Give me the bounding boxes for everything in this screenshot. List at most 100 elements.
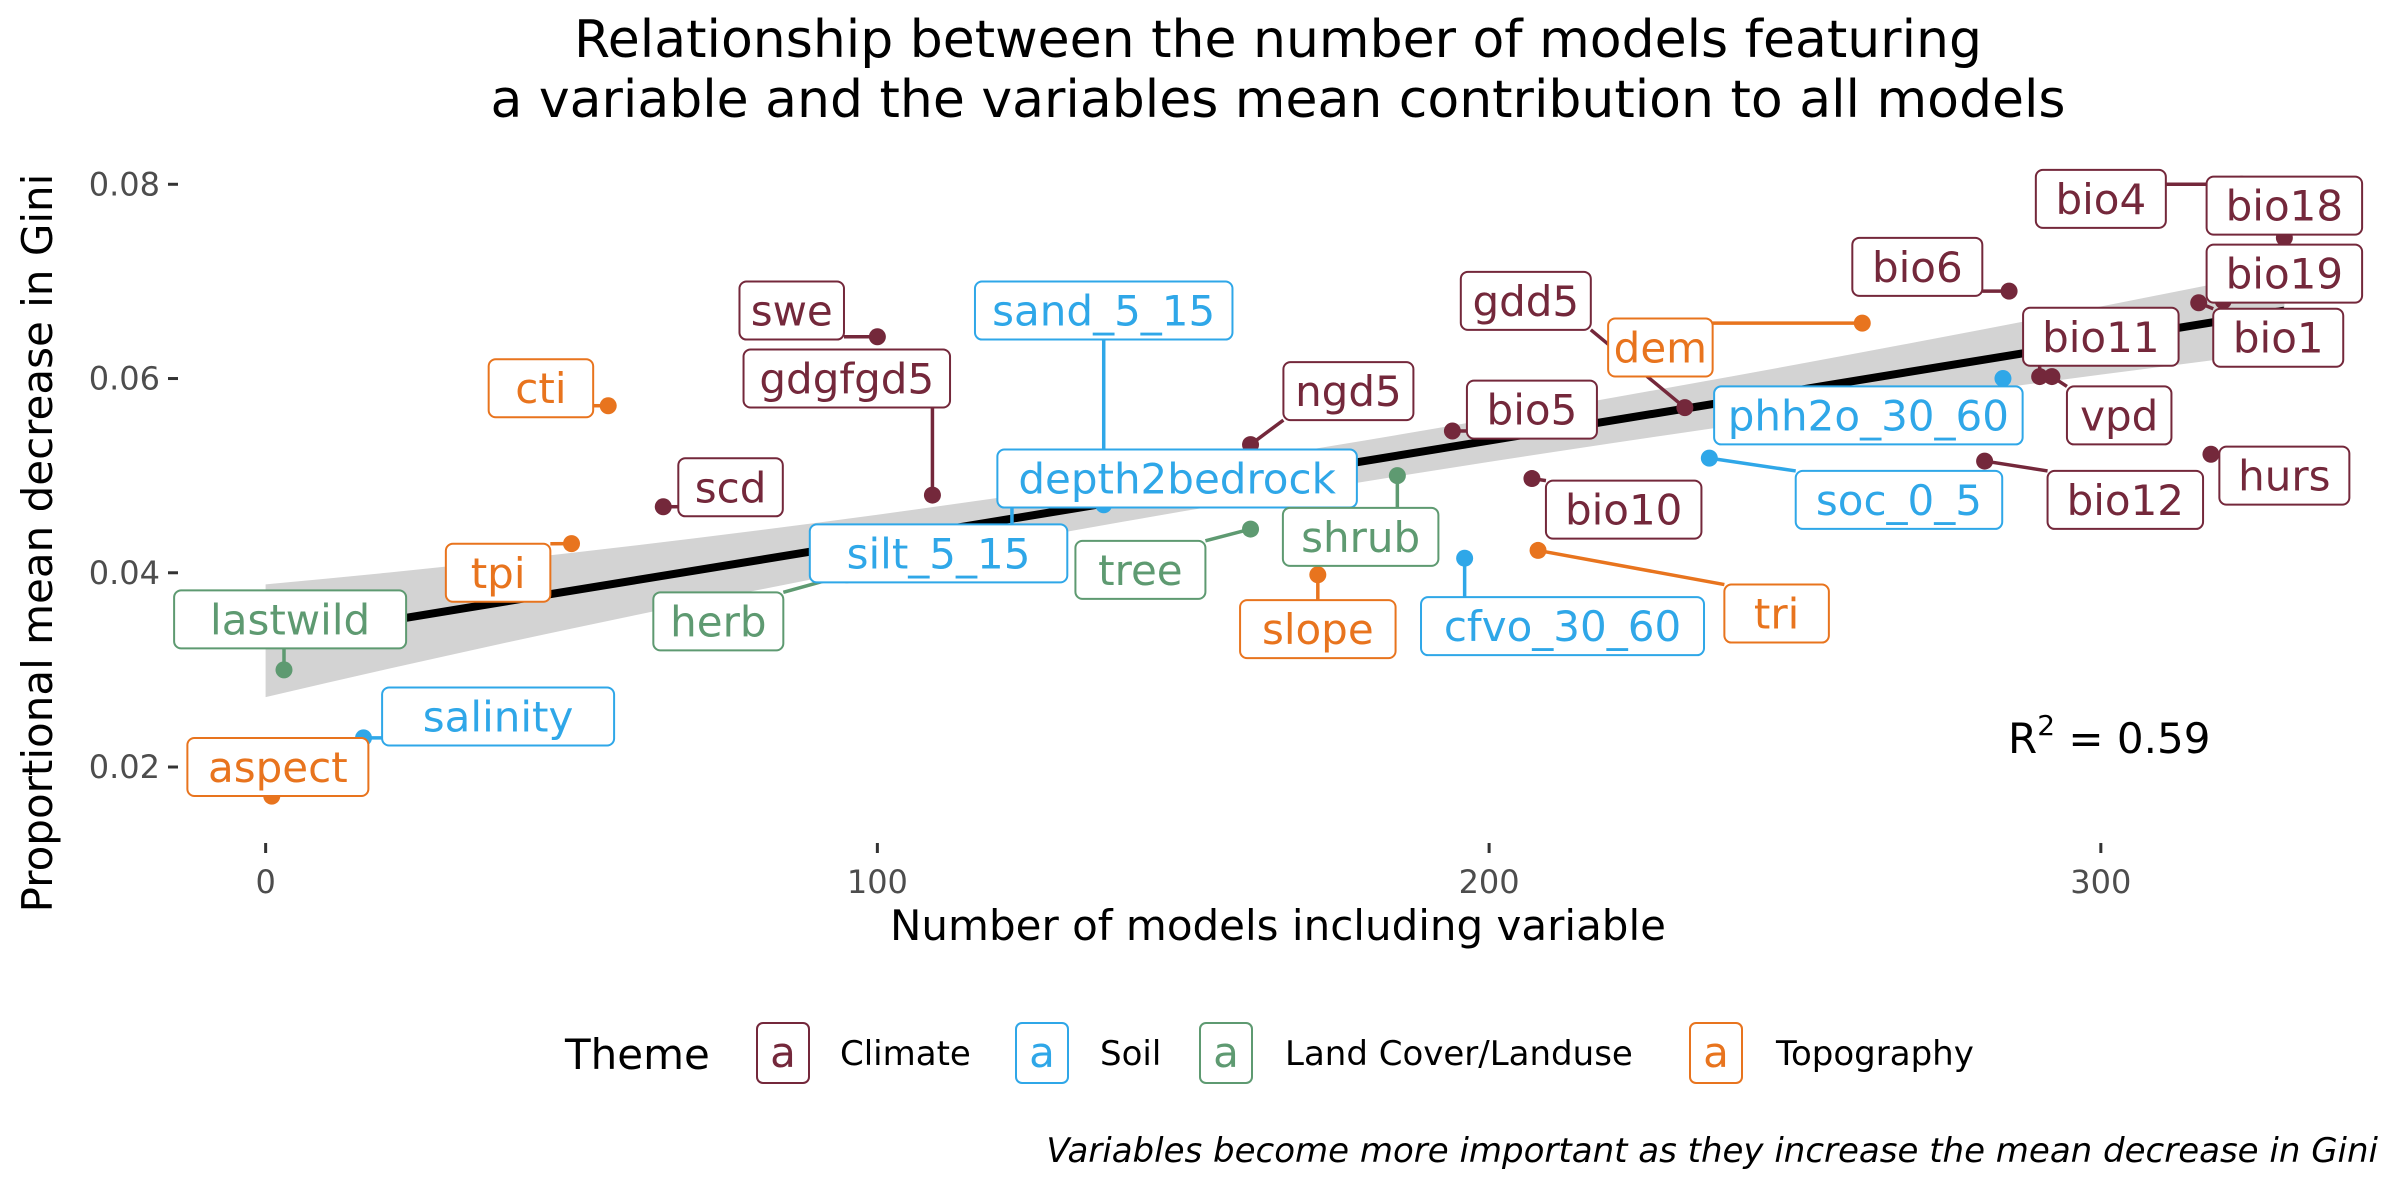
label-box — [1713, 385, 2024, 446]
label-box — [1074, 539, 1207, 600]
label-box — [1465, 379, 1598, 440]
label-tree: tree — [1074, 539, 1207, 600]
label-gdgfgd5: gdgfgd5 — [742, 348, 952, 409]
label-salinity: salinity — [381, 686, 616, 747]
label-swe: swe — [738, 280, 845, 341]
label-text: tpi — [471, 549, 526, 598]
label-tpi: tpi — [444, 542, 552, 603]
label-text: bio5 — [1487, 386, 1578, 435]
point-labels-layer: aspect salinity lastwild tpi scd cti swe gdgfgd… — [173, 168, 2364, 798]
label-text: tree — [1098, 546, 1183, 595]
label-box — [742, 348, 952, 409]
label-gdd5: gdd5 — [1459, 270, 1592, 331]
label-text: bio6 — [1872, 243, 1963, 292]
point-phh2o_30_60 — [1994, 370, 2012, 388]
label-box — [487, 358, 595, 419]
label-connector — [1984, 459, 2048, 473]
label-box — [1607, 317, 1714, 378]
label-box — [973, 280, 1234, 341]
label-text: sand_5_15 — [992, 287, 1215, 336]
label-bio10: bio10 — [1544, 479, 1703, 540]
label-slope: slope — [1239, 599, 1397, 660]
point-tpi — [563, 535, 581, 553]
point-vpd — [2043, 368, 2061, 386]
label-silt_5_15: silt_5_15 — [808, 523, 1069, 584]
label-text: herb — [670, 597, 766, 646]
label-text: bio10 — [1565, 486, 1682, 535]
label-box — [1459, 270, 1592, 331]
label-box — [173, 589, 408, 650]
legend-key — [1689, 1022, 1743, 1084]
label-text: hurs — [2238, 452, 2330, 501]
chart-title-line-2: a variable and the variables mean contri… — [490, 70, 2065, 130]
label-box — [444, 542, 552, 603]
label-cti: cti — [487, 358, 595, 419]
label-text: ngd5 — [1295, 367, 1402, 416]
x-tick-label: 100 — [847, 863, 908, 901]
legend-key-glyph: a — [1213, 1028, 1239, 1077]
chart-title-line-1: Relationship between the number of model… — [574, 10, 1982, 70]
point-gdd5 — [1676, 399, 1694, 417]
label-box — [381, 686, 616, 747]
label-bio1: bio1 — [2212, 307, 2345, 368]
label-text: gdd5 — [1472, 277, 1579, 326]
label-text: swe — [751, 287, 833, 336]
legend-item-climate: a Climate — [756, 1022, 971, 1084]
label-bio18: bio18 — [2205, 175, 2364, 236]
legend-key — [1015, 1022, 1069, 1084]
point-gdgfgd5 — [923, 486, 941, 504]
label-box — [1723, 583, 1830, 644]
label-box — [808, 523, 1069, 584]
label-text: cti — [515, 364, 566, 413]
x-tick-label: 200 — [1459, 863, 1520, 901]
legend-key-glyph: a — [1029, 1028, 1055, 1077]
label-text: phh2o_30_60 — [1728, 391, 2009, 440]
point-bio11 — [2031, 368, 2049, 386]
label-bio12: bio12 — [2046, 469, 2205, 530]
r2-base: R — [2008, 714, 2037, 763]
x-tick-label: 300 — [2070, 863, 2131, 901]
y-axis-title: Proportional mean decrease in Gini — [13, 174, 62, 913]
label-box — [1544, 479, 1703, 540]
label-text: bio19 — [2226, 250, 2343, 299]
point-bio6 — [2000, 282, 2018, 300]
label-box — [2022, 306, 2180, 367]
point-bio1 — [2190, 294, 2208, 312]
label-text: gdgfgd5 — [759, 355, 934, 404]
label-box — [1281, 506, 1440, 567]
label-box — [186, 737, 370, 798]
legend-key-glyph: a — [770, 1028, 796, 1077]
legend-key-glyph: a — [1703, 1028, 1729, 1077]
label-box — [1282, 361, 1415, 422]
point-scd — [654, 498, 672, 516]
label-text: scd — [695, 463, 767, 512]
label-text: vpd — [2080, 391, 2158, 440]
point-bio10 — [1523, 470, 1541, 488]
point-soc_0_5 — [1700, 449, 1718, 467]
label-sand_5_15: sand_5_15 — [973, 280, 1234, 341]
label-text: dem — [1614, 323, 1707, 372]
label-box — [738, 280, 845, 341]
legend-label: Land Cover/Landuse — [1285, 1034, 1633, 1074]
label-box — [1239, 599, 1397, 660]
legend-label: Soil — [1100, 1034, 1161, 1074]
label-text: slope — [1262, 605, 1374, 654]
label-herb: herb — [652, 591, 785, 652]
label-box — [677, 457, 784, 518]
label-text: bio12 — [2067, 476, 2184, 525]
label-tri: tri — [1723, 583, 1830, 644]
label-bio6: bio6 — [1851, 236, 1984, 297]
label-hurs: hurs — [2218, 445, 2351, 506]
point-bio12 — [1976, 452, 1994, 470]
label-cfvo_30_60: cfvo_30_60 — [1420, 596, 1706, 657]
point-hurs — [2202, 445, 2220, 463]
label-box — [2205, 243, 2364, 304]
y-tick-label: 0.06 — [89, 360, 160, 398]
label-text: depth2bedrock — [1018, 455, 1336, 504]
legend-item-land-cover-landuse: a Land Cover/Landuse — [1199, 1022, 1633, 1084]
label-box — [2218, 445, 2351, 506]
label-box — [1794, 469, 2004, 530]
point-shrub — [1388, 467, 1406, 485]
point-tri — [1529, 541, 1547, 559]
y-tick-label: 0.02 — [89, 748, 160, 786]
